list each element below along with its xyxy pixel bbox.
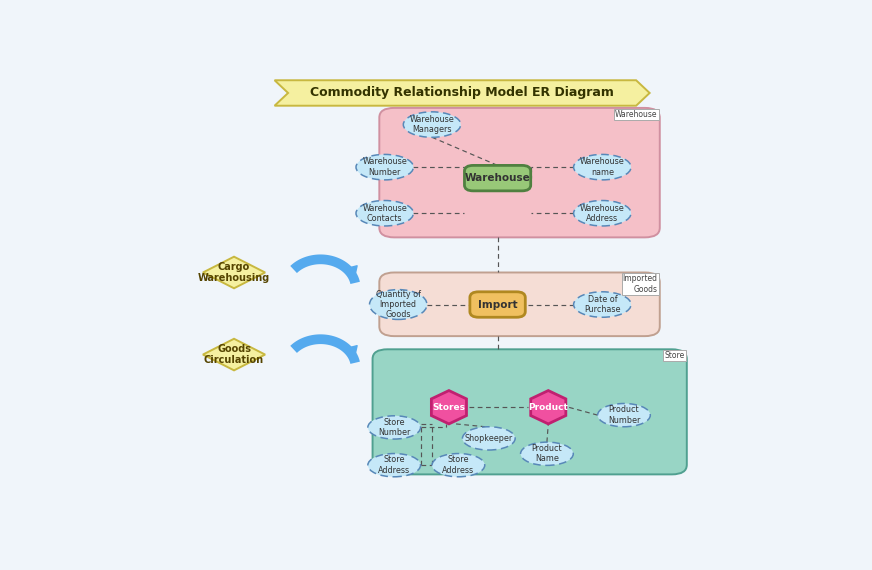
Text: Warehouse
Contacts: Warehouse Contacts: [363, 203, 407, 223]
Text: Store
Address: Store Address: [378, 455, 410, 475]
Text: Stores: Stores: [433, 403, 466, 412]
Text: Date of
Purchase: Date of Purchase: [584, 295, 621, 314]
Polygon shape: [203, 339, 265, 370]
Text: Store
Number: Store Number: [378, 418, 411, 437]
Text: Cargo
Warehousing: Cargo Warehousing: [198, 262, 270, 283]
Text: Product
Name: Product Name: [532, 444, 562, 463]
Text: Shopkeeper: Shopkeeper: [465, 434, 513, 443]
Text: Warehouse
Managers: Warehouse Managers: [410, 115, 454, 135]
Polygon shape: [275, 80, 650, 105]
Text: Warehouse: Warehouse: [616, 109, 657, 119]
Text: Store
Address: Store Address: [442, 455, 474, 475]
FancyBboxPatch shape: [379, 272, 660, 336]
Text: Warehouse
Number: Warehouse Number: [363, 157, 407, 177]
Ellipse shape: [462, 427, 515, 450]
FancyBboxPatch shape: [372, 349, 687, 474]
Polygon shape: [203, 256, 265, 288]
Ellipse shape: [432, 454, 485, 477]
Polygon shape: [432, 390, 467, 424]
Text: Goods
Circulation: Goods Circulation: [204, 344, 264, 365]
Ellipse shape: [368, 454, 420, 477]
Ellipse shape: [356, 154, 413, 180]
Ellipse shape: [574, 154, 631, 180]
Ellipse shape: [404, 112, 460, 137]
Text: Warehouse
Address: Warehouse Address: [580, 203, 624, 223]
Text: Commodity Relationship Model ER Diagram: Commodity Relationship Model ER Diagram: [310, 87, 614, 100]
Ellipse shape: [597, 404, 651, 427]
Text: Product: Product: [528, 403, 569, 412]
Text: Product
Number: Product Number: [608, 405, 640, 425]
Text: Quantity of
Imported
Goods: Quantity of Imported Goods: [376, 290, 421, 319]
FancyBboxPatch shape: [470, 292, 525, 317]
Text: Warehouse: Warehouse: [465, 173, 530, 183]
FancyBboxPatch shape: [379, 108, 660, 237]
Ellipse shape: [370, 290, 427, 319]
Text: Store: Store: [664, 351, 685, 360]
Text: Imported
Goods: Imported Goods: [623, 274, 657, 294]
Polygon shape: [531, 390, 566, 424]
Ellipse shape: [368, 416, 420, 439]
Ellipse shape: [574, 292, 631, 317]
Ellipse shape: [574, 201, 631, 226]
Ellipse shape: [521, 442, 573, 465]
Text: Import: Import: [478, 299, 517, 310]
Ellipse shape: [356, 201, 413, 226]
Text: Warehouse
name: Warehouse name: [580, 157, 624, 177]
FancyBboxPatch shape: [465, 165, 531, 191]
